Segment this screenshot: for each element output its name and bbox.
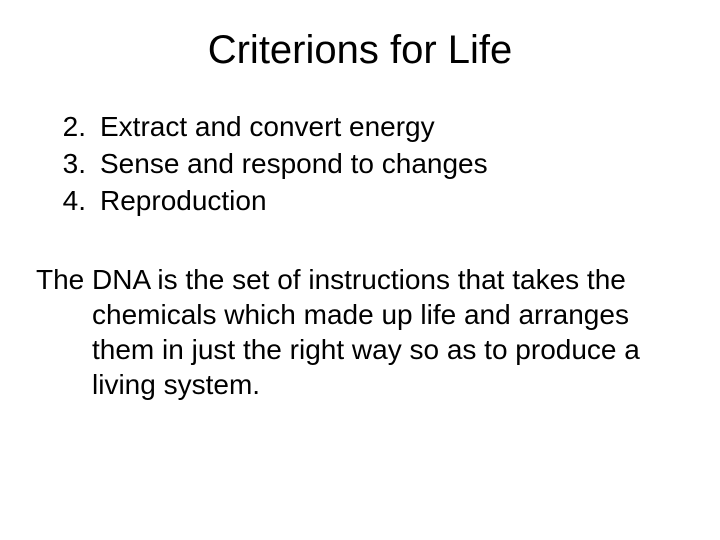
list-number: 3. xyxy=(36,146,100,181)
slide: Criterions for Life 2. Extract and conve… xyxy=(0,0,720,540)
list-item: 3. Sense and respond to changes xyxy=(36,146,684,181)
criteria-list: 2. Extract and convert energy 3. Sense a… xyxy=(36,109,684,218)
list-number: 4. xyxy=(36,183,100,218)
paragraph-text: The DNA is the set of instructions that … xyxy=(36,262,684,402)
slide-body: 2. Extract and convert energy 3. Sense a… xyxy=(0,109,720,402)
paragraph: The DNA is the set of instructions that … xyxy=(36,262,684,402)
list-item: 4. Reproduction xyxy=(36,183,684,218)
list-text: Sense and respond to changes xyxy=(100,146,488,181)
slide-title: Criterions for Life xyxy=(0,0,720,91)
list-number: 2. xyxy=(36,109,100,144)
list-text: Reproduction xyxy=(100,183,267,218)
list-item: 2. Extract and convert energy xyxy=(36,109,684,144)
list-text: Extract and convert energy xyxy=(100,109,435,144)
